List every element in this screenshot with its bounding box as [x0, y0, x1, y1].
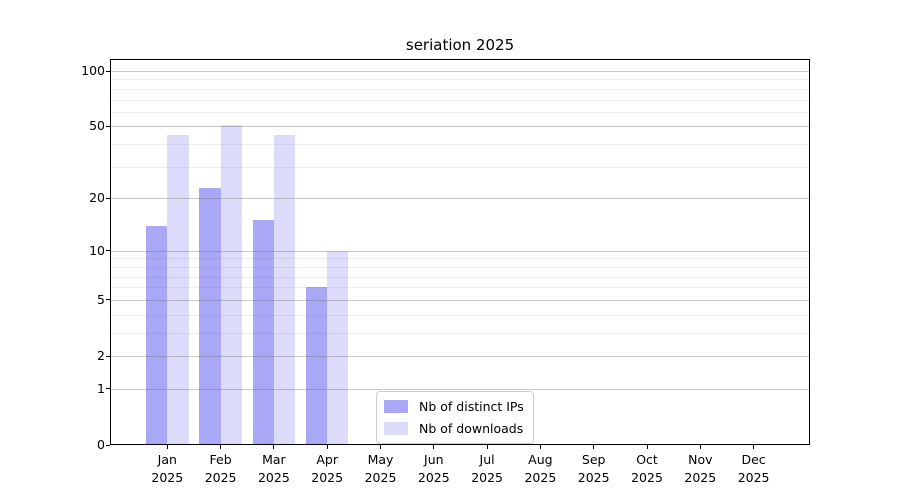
x-tick-mark-oct	[646, 445, 648, 449]
legend-label-downloads: Nb of downloads	[419, 421, 524, 436]
y-tick-mark-10	[106, 250, 110, 252]
x-tick-label-jun: Jun 2025	[417, 452, 450, 485]
legend-swatch-downloads	[384, 422, 408, 435]
bar-distinct-ips-mar-2025	[252, 220, 274, 445]
x-tick-mark-dec	[753, 445, 755, 449]
x-tick-mark-aug	[539, 445, 541, 449]
x-tick-mark-mar	[273, 445, 275, 449]
gridline-minor-70	[110, 99, 810, 101]
bar-distinct-ips-feb-2025	[199, 187, 221, 445]
x-tick-label-dec: Dec 2025	[737, 452, 770, 485]
gridline-minor-60	[110, 111, 810, 113]
bar-downloads-mar-2025	[273, 134, 296, 445]
x-tick-label-mar: Mar 2025	[257, 452, 290, 485]
legend-item-distinct-ips: Nb of distinct IPs	[384, 397, 524, 416]
gridline-minor-30	[110, 166, 810, 168]
gridline-major-1	[110, 388, 810, 390]
gridline-minor-40	[110, 144, 810, 146]
y-tick-mark-20	[106, 197, 110, 199]
x-tick-mark-apr	[326, 445, 328, 449]
gridline-minor-6	[110, 287, 810, 289]
y-tick-mark-100	[106, 70, 110, 72]
gridline-minor-90	[110, 79, 810, 81]
y-tick-label-2: 2	[97, 348, 105, 363]
gridline-minor-80	[110, 88, 810, 90]
y-tick-mark-2	[106, 355, 110, 357]
chart-title: seriation 2025	[405, 36, 515, 54]
y-tick-mark-5	[106, 299, 110, 301]
gridline-major-5	[110, 299, 810, 301]
x-tick-label-nov: Nov 2025	[684, 452, 717, 485]
x-tick-label-feb: Feb 2025	[204, 452, 237, 485]
x-tick-mark-jun	[433, 445, 435, 449]
bar-downloads-apr-2025	[327, 250, 349, 445]
y-tick-mark-0	[106, 444, 110, 446]
x-tick-label-jan: Jan 2025	[151, 452, 184, 485]
x-tick-mark-feb	[220, 445, 222, 449]
x-tick-mark-jan	[166, 445, 168, 449]
plot-area	[110, 59, 810, 445]
x-tick-mark-jul	[486, 445, 488, 449]
x-tick-label-may: May 2025	[364, 452, 397, 485]
y-tick-label-10: 10	[89, 242, 105, 258]
gridline-major-10	[110, 250, 810, 252]
y-tick-label-50: 50	[89, 118, 105, 134]
x-tick-label-apr: Apr 2025	[311, 452, 344, 485]
legend-swatch-distinct-ips	[384, 400, 408, 413]
y-tick-mark-1	[106, 388, 110, 390]
x-tick-mark-may	[380, 445, 381, 449]
bar-downloads-jan-2025	[167, 134, 189, 445]
y-tick-label-5: 5	[97, 291, 105, 307]
gridline-major-2	[110, 356, 810, 357]
bar-distinct-ips-jan-2025	[146, 225, 168, 445]
y-tick-label-100: 100	[81, 63, 105, 78]
legend: Nb of distinct IPs Nb of downloads	[376, 391, 534, 444]
x-tick-label-oct: Oct 2025	[631, 452, 663, 485]
gridline-major-20	[110, 198, 810, 200]
gridline-minor-7	[110, 276, 810, 278]
gridline-minor-8	[110, 266, 810, 268]
gridline-major-100	[110, 71, 810, 72]
legend-item-downloads: Nb of downloads	[384, 419, 524, 438]
gridline-minor-4	[110, 314, 810, 316]
bar-downloads-feb-2025	[220, 124, 242, 445]
x-tick-label-jul: Jul 2025	[471, 452, 503, 485]
gridline-minor-3	[110, 332, 810, 334]
bar-distinct-ips-apr-2025	[305, 287, 328, 445]
y-tick-label-20: 20	[89, 190, 105, 206]
x-tick-mark-sep	[593, 445, 595, 449]
gridline-minor-9	[110, 258, 810, 260]
y-tick-mark-50	[106, 125, 110, 127]
gridline-major-50	[110, 126, 810, 128]
x-tick-label-aug: Aug 2025	[524, 452, 557, 485]
x-tick-mark-nov	[699, 445, 701, 449]
y-tick-label-1: 1	[97, 380, 105, 396]
y-tick-label-0: 0	[97, 437, 105, 452]
legend-label-distinct-ips: Nb of distinct IPs	[419, 399, 524, 414]
x-tick-label-sep: Sep 2025	[577, 452, 610, 485]
